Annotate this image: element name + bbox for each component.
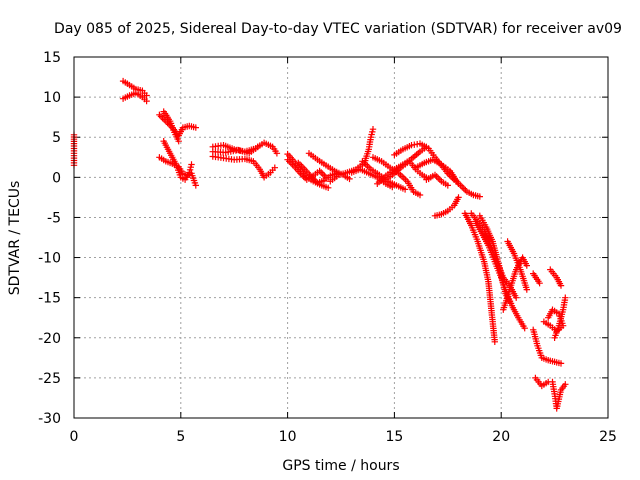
data-point (254, 143, 261, 150)
data-point (143, 92, 150, 99)
data-point (562, 381, 569, 388)
data-point (459, 183, 466, 191)
data-point (188, 161, 195, 168)
data-point (444, 182, 451, 189)
data-point (318, 169, 325, 176)
data-point (476, 193, 483, 200)
x-tick-label: 0 (70, 429, 79, 445)
y-tick-label: 5 (52, 130, 61, 146)
data-point (506, 298, 513, 305)
y-tick-label: -10 (38, 251, 61, 267)
y-tick-label: 10 (43, 90, 61, 106)
data-point (460, 185, 467, 192)
tick-layer: 0 5 10 15 20 25 15 10 5 0 -5 -10 -15 -20 -25 -30 (38, 50, 617, 445)
data-point (271, 164, 278, 171)
data-point (156, 111, 163, 118)
data-point (369, 126, 377, 133)
data-point (523, 286, 530, 293)
data-point (521, 325, 528, 332)
plot-frame (73, 56, 609, 419)
data-point (557, 360, 565, 367)
x-tick-label: 10 (279, 429, 297, 445)
data-point (557, 282, 565, 289)
y-tick-label: 15 (43, 50, 61, 66)
data-point (192, 124, 199, 131)
y-axis-label: SDTVAR / TECUs (7, 181, 23, 296)
y-tick-label: -5 (47, 210, 61, 226)
data-point (436, 176, 443, 183)
data-point (175, 138, 182, 145)
y-tick-label: -20 (38, 331, 61, 347)
x-axis-label: GPS time / hours (282, 458, 399, 474)
data-point (289, 161, 296, 168)
data-point (325, 184, 332, 191)
data-point (523, 262, 530, 269)
data-point (346, 175, 353, 183)
data-point (562, 294, 569, 301)
y-tick-label: -25 (38, 371, 61, 387)
x-tick-label: 25 (599, 429, 617, 445)
data-point (192, 182, 199, 189)
grid-layer (74, 57, 608, 418)
x-tick-label: 5 (176, 429, 185, 445)
data-point (536, 280, 543, 287)
chart-title: Day 085 of 2025, Sidereal Day-to-day VTE… (54, 21, 622, 37)
data-point (287, 159, 294, 167)
y-tick-label: -30 (38, 411, 61, 427)
data-point (416, 191, 424, 199)
data-point (143, 97, 150, 105)
data-point (491, 338, 498, 345)
data-point (545, 314, 552, 321)
y-tick-label: -15 (38, 291, 61, 307)
y-tick-label: 0 (52, 170, 61, 186)
x-tick-label: 15 (385, 429, 403, 445)
data-point (433, 173, 440, 180)
data-point (319, 170, 326, 178)
data-point (455, 194, 462, 201)
data-point (401, 186, 409, 193)
data-point (513, 294, 520, 301)
data-point (273, 150, 281, 157)
data-points-layer (70, 77, 569, 412)
x-tick-label: 20 (492, 429, 510, 445)
